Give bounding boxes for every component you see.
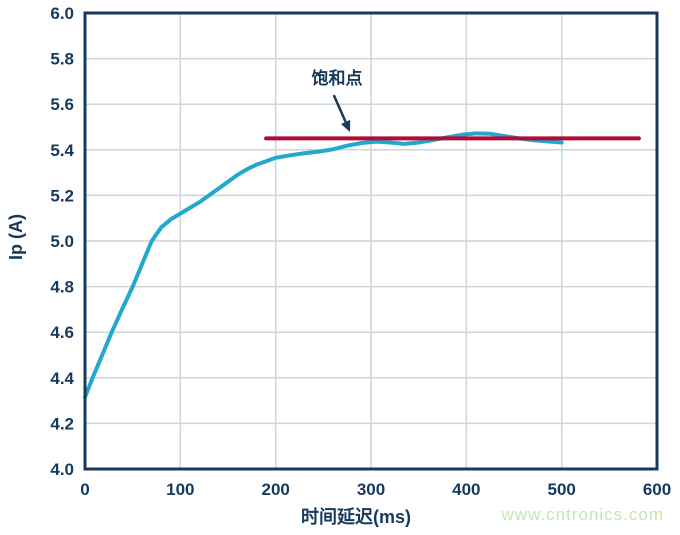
plot-frame	[83, 11, 659, 471]
x-tick-100: 100	[166, 480, 194, 499]
x-tick-300: 300	[357, 480, 385, 499]
y-tick-4.0: 4.0	[50, 460, 74, 479]
y-tick-4.8: 4.8	[50, 278, 74, 297]
arrow-head	[341, 119, 351, 132]
y-tick-5.2: 5.2	[50, 186, 74, 205]
x-tick-200: 200	[262, 480, 290, 499]
annotation-arrow	[332, 94, 351, 132]
y-tick-4.6: 4.6	[50, 323, 74, 342]
annotation-label: 饱和点	[311, 69, 363, 88]
y-tick-6.0: 6.0	[50, 4, 74, 23]
series-ip-curve	[83, 131, 564, 400]
data-series	[83, 131, 641, 400]
x-tick-400: 400	[452, 480, 480, 499]
plot-border	[83, 11, 659, 471]
x-axis-title: 时间延迟(ms)	[300, 507, 411, 527]
x-tick-0: 0	[80, 480, 89, 499]
x-tick-500: 500	[548, 480, 576, 499]
y-axis-title: Ip (A)	[6, 214, 26, 260]
x-tick-600: 600	[643, 480, 671, 499]
y-tick-4.2: 4.2	[50, 414, 74, 433]
y-tick-5.6: 5.6	[50, 95, 74, 114]
y-tick-5.0: 5.0	[50, 232, 74, 251]
tick-labels: 4.0 4.2 4.4 4.6 4.8 5.0 5.2 5.4 5.6 5.8 6.0 0 100 200…	[50, 4, 671, 499]
y-tick-5.8: 5.8	[50, 50, 74, 69]
y-tick-5.4: 5.4	[50, 141, 74, 160]
watermark: www.cntronics.com	[501, 505, 664, 524]
gridlines	[85, 13, 657, 469]
arrow-shaft	[332, 94, 347, 123]
y-tick-4.4: 4.4	[50, 369, 74, 388]
